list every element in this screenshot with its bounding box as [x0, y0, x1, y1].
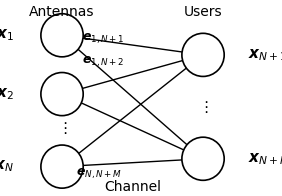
Text: $\boldsymbol{x}_1$: $\boldsymbol{x}_1$	[0, 27, 14, 43]
Text: $\boldsymbol{x}_N$: $\boldsymbol{x}_N$	[0, 159, 14, 174]
Text: $\boldsymbol{e}_{1,N+1}$: $\boldsymbol{e}_{1,N+1}$	[82, 32, 124, 46]
Text: Channel: Channel	[104, 180, 161, 194]
Text: $\boldsymbol{x}_2$: $\boldsymbol{x}_2$	[0, 86, 14, 102]
Ellipse shape	[41, 73, 83, 116]
Text: $\boldsymbol{e}_{N,N+M}$: $\boldsymbol{e}_{N,N+M}$	[76, 166, 122, 181]
Ellipse shape	[182, 137, 224, 180]
Text: $\boldsymbol{x}_{N+M}$: $\boldsymbol{x}_{N+M}$	[248, 151, 282, 167]
Ellipse shape	[182, 33, 224, 76]
Text: $\boldsymbol{x}_{N+1}$: $\boldsymbol{x}_{N+1}$	[248, 47, 282, 63]
Ellipse shape	[41, 145, 83, 188]
Text: Antennas: Antennas	[29, 5, 95, 19]
Text: $\vdots$: $\vdots$	[57, 120, 67, 136]
Text: $\vdots$: $\vdots$	[198, 99, 208, 115]
Text: $\boldsymbol{e}_{1,N+2}$: $\boldsymbol{e}_{1,N+2}$	[82, 54, 124, 69]
Text: Users: Users	[184, 5, 222, 19]
Ellipse shape	[41, 14, 83, 57]
